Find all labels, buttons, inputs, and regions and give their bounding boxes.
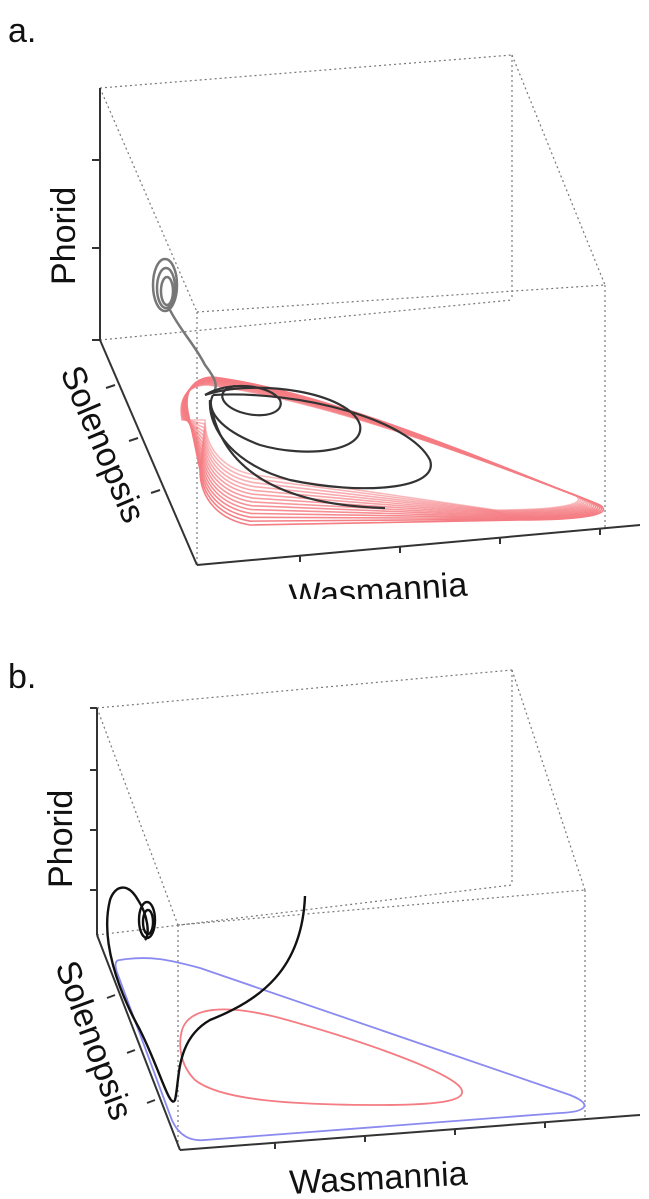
ticks-b [90,707,546,1149]
spiral-ring [151,257,179,313]
axes-b [96,708,641,1151]
chart-panel-b: b. Phorid Solenopsis Was [0,600,649,1199]
bounding-box-b [96,669,586,1150]
box-edge [99,87,198,313]
box-edge [96,707,179,926]
box-edge [511,669,586,891]
box-edge [177,889,586,926]
box-edge [96,669,513,709]
box-edge [511,54,606,286]
panel-label-b: b. [8,658,36,696]
wasmannia-axis [179,1114,641,1151]
red-loop [183,379,595,517]
black-inner-loop [204,384,282,417]
axis-tick [146,1099,156,1104]
red-trajectory-a [180,376,605,526]
axis-tick [150,489,161,494]
zlabel-a: Phorid [45,187,83,285]
axis-tick [106,994,116,999]
ticks-a [92,159,601,562]
phorid-spiral-a [151,257,217,393]
black-trajectory-a [204,384,432,510]
box-edge [99,299,513,341]
black-path [106,886,307,1103]
red-loop [186,376,605,526]
axis-tick [128,437,139,442]
box-edge [196,284,606,313]
axis-tick [126,1049,136,1054]
spiral-tail [168,309,217,393]
black-outer-loop [208,393,432,490]
black-trajectory-b [106,886,307,1103]
spiral-ring [155,266,177,310]
axis-tick [105,384,116,389]
red-trajectory-b [179,1008,463,1106]
axes-a [99,88,641,566]
blue-trajectory-b [114,957,586,1142]
box-edge [99,54,513,89]
panel-label-a: a. [8,12,36,50]
solenopsis-axis [96,934,181,1151]
chart-b-canvas: b. Phorid Solenopsis Was [8,658,641,1199]
black-tail [208,399,386,510]
chart-panel-a: a. [0,0,649,599]
spiral-ring [159,275,175,307]
xlabel-b: Wasmannia [288,1155,468,1199]
zlabel-b: Phorid [42,790,80,888]
black-middle-loop [204,386,362,453]
ylabel-a: Solenopsis [53,360,153,528]
chart-a-canvas: a. [8,12,641,599]
wasmannia-axis [196,524,641,566]
xlabel-a: Wasmannia [288,566,469,599]
solenopsis-axis [99,339,198,566]
ylabel-b: Solenopsis [47,956,140,1125]
